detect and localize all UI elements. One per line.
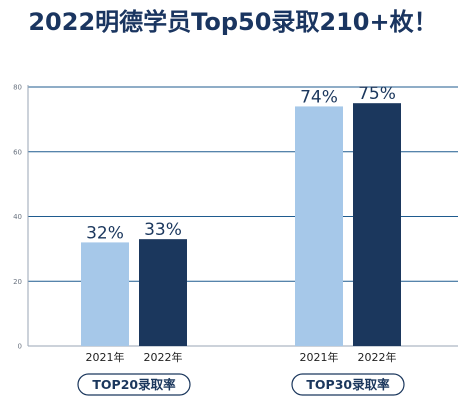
group-label-top30: TOP30录取率	[306, 377, 390, 392]
y-tick-label-60: 60	[13, 148, 22, 156]
bar-top20-2021年	[81, 242, 129, 346]
data-label-top20-2021年: 32%	[86, 223, 124, 243]
y-tick-label-40: 40	[13, 213, 22, 221]
group-label-top20: TOP20录取率	[92, 377, 176, 392]
y-tick-label-20: 20	[13, 278, 22, 286]
labels-layer: 32% 2021年 33% 2022年 74% 2021年 75% 2022年	[86, 84, 397, 364]
data-label-top30-2021年: 74%	[300, 87, 338, 107]
bars-layer	[81, 103, 401, 346]
data-label-top30-2022年: 75%	[358, 84, 396, 104]
x-tick-label-top30-2021年: 2021年	[300, 350, 339, 364]
y-tick-label-0: 0	[18, 343, 22, 351]
x-tick-label-top20-2022年: 2022年	[144, 350, 183, 364]
bar-top30-2022年	[353, 103, 401, 346]
x-tick-label-top30-2022年: 2022年	[358, 350, 397, 364]
bar-top20-2022年	[139, 239, 187, 346]
bar-top30-2021年	[295, 106, 343, 346]
y-tick-label-80: 80	[13, 84, 22, 92]
group-badge-top30	[291, 373, 405, 396]
badges-layer: TOP20录取率 TOP30录取率	[77, 373, 405, 396]
group-badge-top20	[77, 373, 191, 396]
chart-title: 2022明德学员Top50录取210+枚！	[28, 8, 437, 36]
data-label-top20-2022年: 33%	[144, 220, 182, 240]
x-tick-label-top20-2021年: 2021年	[86, 350, 125, 364]
